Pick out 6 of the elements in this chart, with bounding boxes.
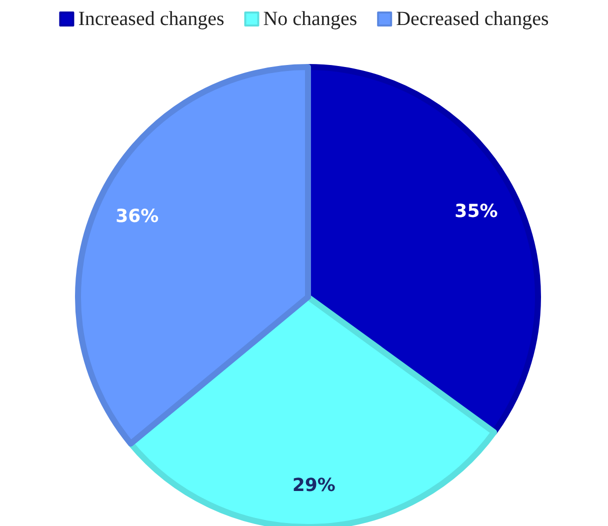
data-label: 29% [292, 475, 336, 496]
data-label: 36% [116, 206, 159, 228]
legend-label: No changes [263, 8, 358, 30]
legend-label: Decreased changes [396, 8, 549, 30]
legend-label: Increased changes [78, 8, 224, 30]
data-label: 35% [454, 200, 498, 222]
